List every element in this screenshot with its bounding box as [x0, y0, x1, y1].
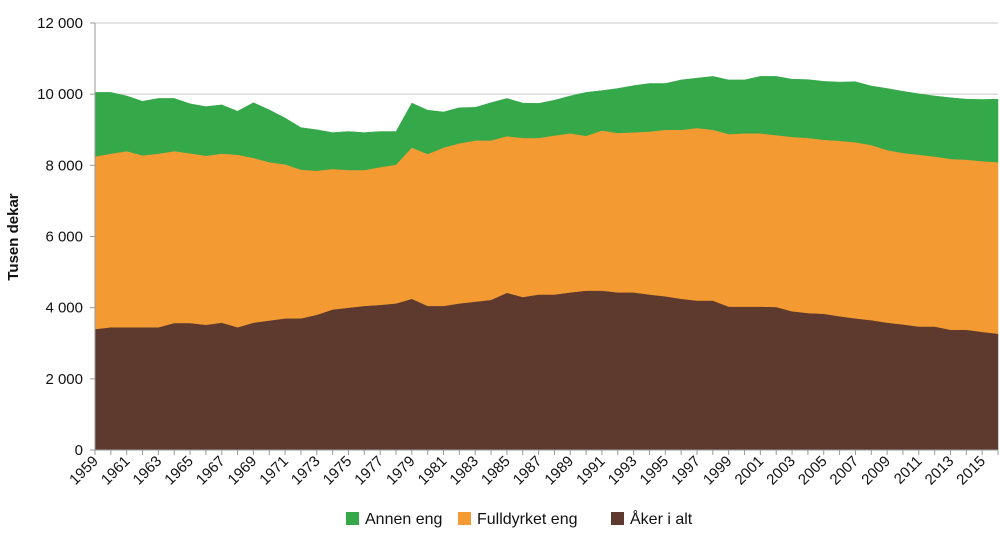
y-tick-label: 4 000	[45, 300, 83, 317]
area-series-group	[94, 76, 999, 451]
area-annen-eng	[94, 76, 999, 171]
y-tick-labels: 0 2 000 4 000 6 000 8 000 10 000 12 000	[37, 15, 83, 459]
y-tick-label: 6 000	[45, 229, 83, 246]
x-tick-label: 2007	[827, 453, 863, 489]
x-tick-label: 1971	[256, 453, 292, 489]
legend-swatch	[611, 512, 624, 525]
legend-item-annen-eng: Annen eng	[346, 511, 442, 528]
x-tick-label: 1999	[700, 453, 736, 489]
legend-label: Åker i alt	[630, 509, 693, 528]
x-tick-label: 1961	[98, 453, 134, 489]
x-tick-label: 2009	[858, 453, 894, 489]
x-tick-label: 2001	[732, 453, 768, 489]
x-tick-label: 2013	[922, 453, 958, 489]
y-tick-label: 0	[75, 442, 83, 459]
x-tick-label: 1987	[510, 453, 546, 489]
x-tick-label: 1969	[225, 453, 261, 489]
x-tick-label: 1965	[161, 453, 197, 489]
x-tick-label: 1975	[320, 453, 356, 489]
x-tick-label: 1997	[668, 453, 704, 489]
x-tick-label: 1981	[415, 453, 451, 489]
legend-label: Fulldyrket eng	[477, 511, 578, 528]
legend-label: Annen eng	[365, 511, 442, 528]
y-tick-label: 2 000	[45, 371, 83, 388]
x-tick-label: 2005	[795, 453, 831, 489]
y-tick-label: 8 000	[45, 157, 83, 174]
y-axis-title: Tusen dekar	[5, 193, 22, 280]
x-tick-label: 1967	[193, 453, 229, 489]
legend-swatch	[458, 512, 471, 525]
legend-swatch	[346, 512, 359, 525]
axes	[90, 22, 999, 455]
x-tick-label: 1983	[446, 453, 482, 489]
x-tick-label: 1993	[605, 453, 641, 489]
x-tick-label: 1985	[478, 453, 514, 489]
x-tick-label: 1973	[288, 453, 324, 489]
y-tick-label: 10 000	[37, 86, 83, 103]
legend-item-fulldyrket-eng: Fulldyrket eng	[458, 511, 578, 528]
y-tick-label: 12 000	[37, 15, 83, 32]
x-tick-label: 1959	[66, 453, 102, 489]
x-tick-label: 2011	[891, 453, 926, 488]
x-tick-label: 1977	[351, 453, 387, 489]
legend: Annen eng Fulldyrket eng Åker i alt	[346, 509, 693, 528]
x-tick-label: 1991	[573, 453, 609, 489]
x-tick-label: 1989	[541, 453, 577, 489]
x-tick-label: 2003	[763, 453, 799, 489]
x-tick-label: 1979	[383, 453, 419, 489]
x-tick-label: 1995	[637, 453, 673, 489]
x-tick-label: 2015	[953, 453, 989, 489]
legend-item-aker-i-alt: Åker i alt	[611, 509, 693, 528]
x-tick-labels: 1959196119631965196719691971197319751977…	[66, 453, 989, 489]
x-tick-label: 1963	[130, 453, 166, 489]
